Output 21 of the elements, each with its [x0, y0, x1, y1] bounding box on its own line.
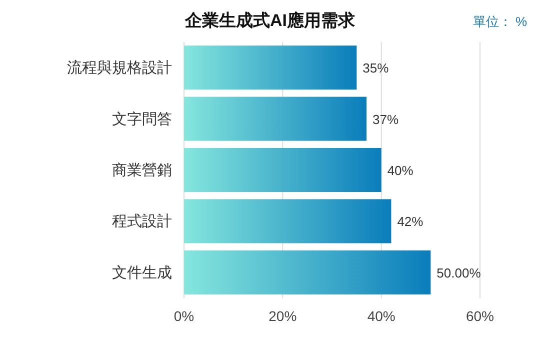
x-tick-label: 0% [174, 308, 194, 324]
x-tick-label: 40% [367, 308, 396, 324]
bar [184, 199, 392, 244]
x-tick-label: 60% [466, 308, 494, 324]
data-label: 37% [372, 112, 399, 127]
x-tick-label: 20% [268, 308, 297, 324]
y-tick-label: 商業營銷 [112, 162, 172, 179]
data-label: 50.00% [436, 265, 482, 280]
bar [184, 250, 431, 294]
chart-title: 企業生成式AI應用需求 [184, 11, 356, 30]
y-tick-label: 程式設計 [112, 213, 172, 230]
y-tick-label: 文件生成 [112, 264, 172, 282]
data-label: 35% [362, 60, 390, 76]
bar [184, 96, 367, 141]
y-tick-label: 文字問答 [112, 110, 172, 128]
data-label: 40% [387, 163, 414, 178]
bar [184, 46, 357, 90]
bar [184, 148, 382, 192]
data-label: 42% [397, 214, 424, 230]
text: 單位： % [472, 14, 528, 29]
y-tick-label: 流程與規格設計 [67, 60, 172, 77]
